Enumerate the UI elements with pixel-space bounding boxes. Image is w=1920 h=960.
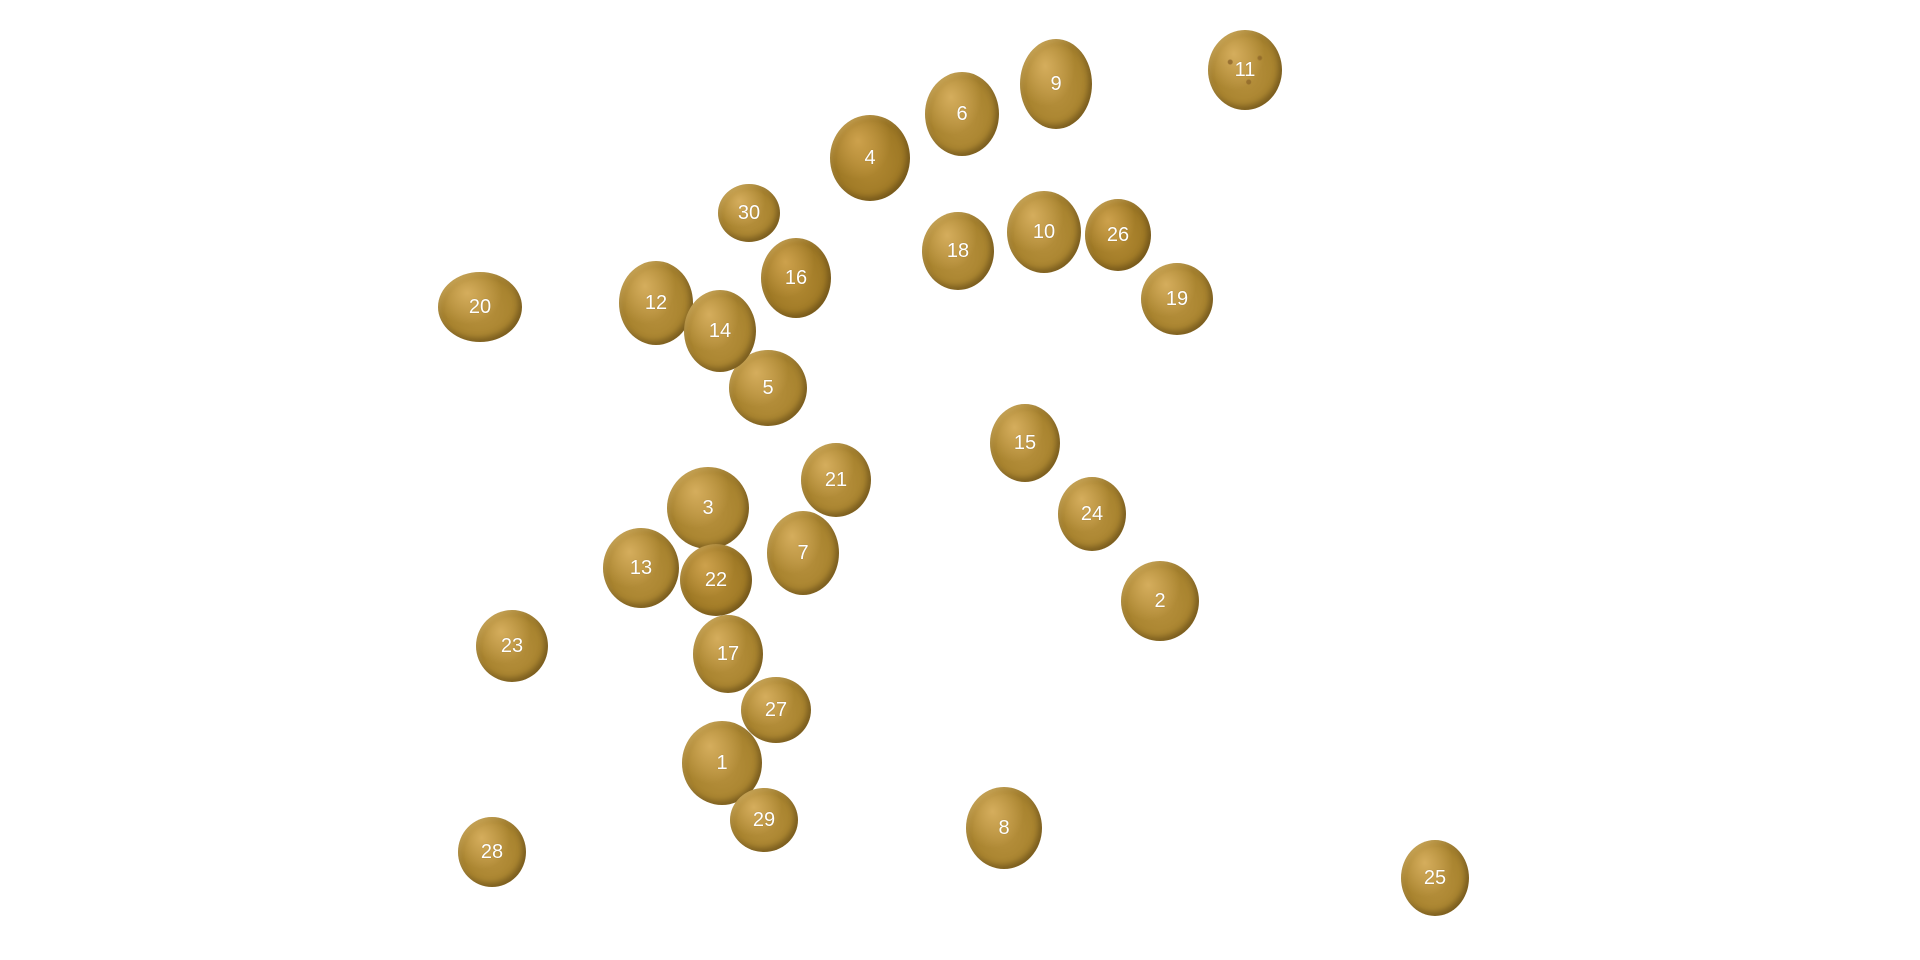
seed-number-label: 7 (797, 542, 809, 564)
seed-14: 14 (684, 290, 756, 372)
seed-number-label: 9 (1050, 73, 1062, 95)
seed-number-label: 25 (1423, 867, 1447, 889)
seed-6: 6 (925, 72, 999, 156)
seed-number-label: 5 (762, 377, 774, 399)
seed-12: 12 (619, 261, 693, 345)
seed-7: 7 (767, 511, 839, 595)
seed-2: 2 (1121, 561, 1199, 641)
seed-30: 30 (718, 184, 780, 242)
seed-number-label: 1 (716, 752, 728, 774)
seed-number-label: 4 (864, 147, 876, 169)
seed-17: 17 (693, 615, 763, 693)
seed-number-label: 22 (704, 569, 728, 591)
seed-number-label: 29 (752, 809, 776, 831)
seed-28: 28 (458, 817, 526, 887)
seed-number-label: 19 (1165, 288, 1189, 310)
seed-number-label: 2 (1154, 590, 1166, 612)
seed-number-label: 20 (468, 296, 492, 318)
seed-number-label: 13 (629, 557, 653, 579)
seed-21: 21 (801, 443, 871, 517)
seed-number-label: 14 (708, 320, 732, 342)
seed-15: 15 (990, 404, 1060, 482)
seed-24: 24 (1058, 477, 1126, 551)
seed-10: 10 (1007, 191, 1081, 273)
seed-26: 26 (1085, 199, 1151, 271)
seed-27: 27 (741, 677, 811, 743)
seed-25: 25 (1401, 840, 1469, 916)
seed-23: 23 (476, 610, 548, 682)
seed-11: 11 (1208, 30, 1282, 110)
seed-number-label: 26 (1106, 224, 1130, 246)
seed-22: 22 (680, 544, 752, 616)
seed-4: 4 (830, 115, 910, 201)
seed-number-label: 28 (480, 841, 504, 863)
seed-16: 16 (761, 238, 831, 318)
seed-29: 29 (730, 788, 798, 852)
seed-18: 18 (922, 212, 994, 290)
seed-number-label: 6 (956, 103, 968, 125)
seed-20: 20 (438, 272, 522, 342)
seed-number-label: 27 (764, 699, 788, 721)
seed-number-label: 3 (702, 497, 714, 519)
seed-8: 8 (966, 787, 1042, 869)
seed-number-label: 15 (1013, 432, 1037, 454)
seed-number-label: 11 (1234, 59, 1256, 81)
seed-number-label: 8 (998, 817, 1010, 839)
seed-13: 13 (603, 528, 679, 608)
seed-19: 19 (1141, 263, 1213, 335)
seed-number-label: 16 (784, 267, 808, 289)
seed-number-label: 30 (737, 202, 761, 224)
seed-number-label: 10 (1032, 221, 1056, 243)
seed-number-label: 23 (500, 635, 524, 657)
seed-number-label: 17 (716, 643, 740, 665)
seed-number-label: 24 (1080, 503, 1104, 525)
seed-number-label: 12 (644, 292, 668, 314)
seed-number-label: 21 (824, 469, 848, 491)
seed-3: 3 (667, 467, 749, 549)
seed-number-label: 18 (946, 240, 970, 262)
seed-9: 9 (1020, 39, 1092, 129)
